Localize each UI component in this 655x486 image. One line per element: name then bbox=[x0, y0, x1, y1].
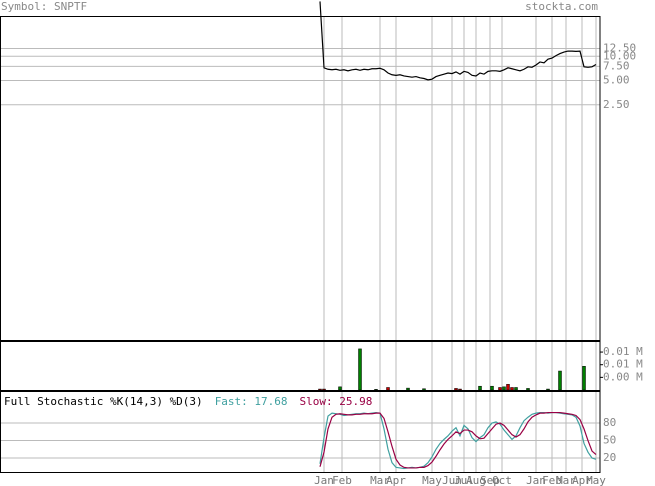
y-tick-label: 5.00 bbox=[603, 74, 630, 87]
volume-bar bbox=[510, 387, 514, 391]
volume-bar bbox=[490, 385, 494, 391]
y-tick-label: 50 bbox=[603, 434, 616, 447]
x-tick-label: Mar bbox=[370, 474, 390, 486]
legend-entry: Fast: 17.68 bbox=[215, 395, 288, 408]
legend-title: Full Stochastic %K(14,3) %D(3) bbox=[4, 395, 203, 408]
y-tick-label: 7.50 bbox=[603, 59, 630, 72]
volume-bar bbox=[338, 386, 342, 391]
legend-entry: Slow: 25.98 bbox=[300, 395, 373, 408]
x-tick-label: May bbox=[422, 474, 442, 486]
volume-bar bbox=[454, 388, 458, 391]
x-tick-label: Apr bbox=[572, 474, 592, 486]
x-tick-label: Mar bbox=[556, 474, 576, 486]
volume-bar bbox=[386, 387, 390, 391]
volume-bar bbox=[546, 388, 550, 391]
panel-frame bbox=[0, 391, 601, 473]
x-tick-label: Jun bbox=[442, 474, 462, 486]
volume-bar bbox=[526, 388, 530, 391]
legend: Full Stochastic %K(14,3) %D(3) Fast: 17.6… bbox=[4, 395, 372, 408]
y-tick-label: 20 bbox=[603, 451, 616, 464]
stoch-line bbox=[319, 411, 597, 469]
x-tick-label: May bbox=[586, 474, 606, 486]
symbol: Symbol: SNPTF bbox=[1, 0, 87, 13]
x-tick-label: Jan bbox=[526, 474, 546, 486]
volume-bar bbox=[478, 385, 482, 391]
y-tick-label: 0.00 M bbox=[603, 370, 643, 383]
y-tick-label: 0.01 M bbox=[603, 358, 643, 371]
x-tick-label: Feb bbox=[332, 474, 352, 486]
x-tick-label: Aug bbox=[466, 474, 486, 486]
x-tick-label: Feb bbox=[542, 474, 562, 486]
volume-bar bbox=[558, 370, 562, 391]
volume-bar bbox=[498, 387, 502, 391]
volume-bar bbox=[506, 384, 510, 391]
price-line bbox=[319, 1, 597, 81]
volume-bar bbox=[514, 387, 518, 391]
volume-bar bbox=[358, 348, 362, 391]
volume-bar bbox=[582, 366, 586, 391]
volume-bar bbox=[318, 388, 322, 391]
y-tick-label: 80 bbox=[603, 416, 616, 429]
y-tick-label: 12.50 bbox=[603, 41, 636, 54]
x-tick-label: Sep bbox=[480, 474, 500, 486]
y-tick-label: 2.50 bbox=[603, 98, 630, 111]
site: stockta.com bbox=[525, 0, 598, 13]
x-tick-label: Apr bbox=[386, 474, 406, 486]
x-tick-label: Jan bbox=[314, 474, 334, 486]
y-tick-label: 10.00 bbox=[603, 49, 636, 62]
volume-bar bbox=[374, 389, 378, 391]
x-tick-label: Oct bbox=[492, 474, 512, 486]
y-tick-label: 0.01 M bbox=[603, 345, 643, 358]
volume-bar bbox=[406, 387, 410, 391]
volume-bar bbox=[502, 386, 506, 391]
volume-bar bbox=[322, 388, 326, 391]
volume-bar bbox=[422, 388, 426, 391]
panel-frame bbox=[0, 16, 601, 341]
x-tick-label: Jul bbox=[454, 474, 474, 486]
volume-bar bbox=[458, 388, 462, 391]
panel-frame bbox=[0, 341, 601, 391]
